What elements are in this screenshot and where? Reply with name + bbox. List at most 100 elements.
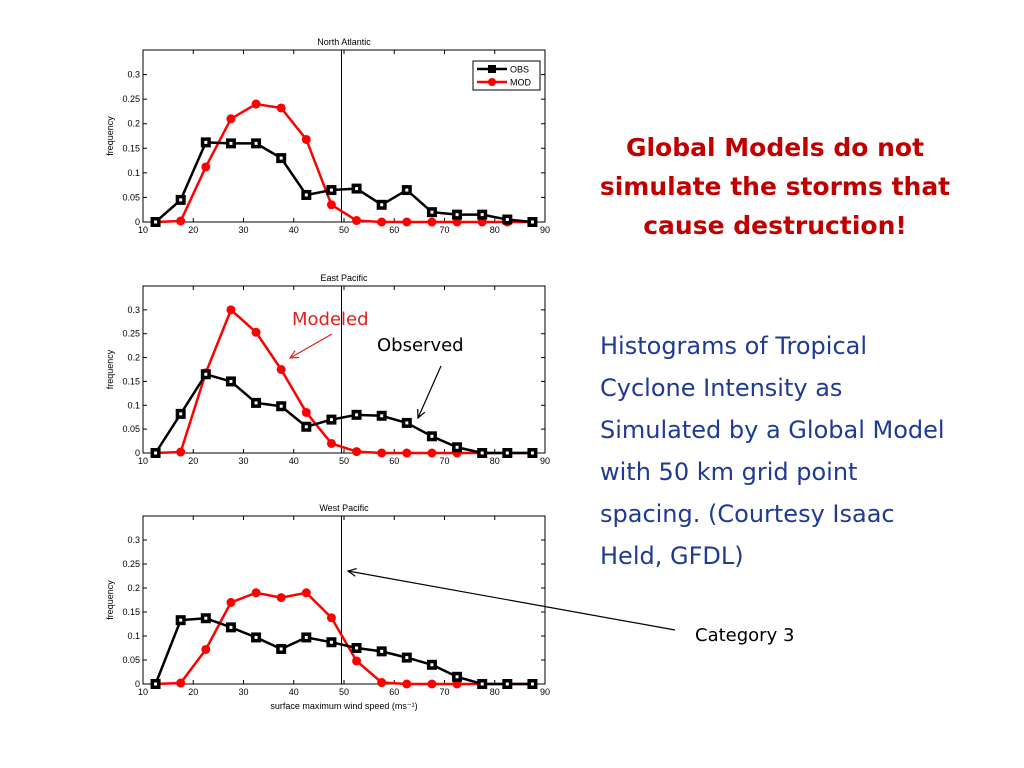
- mod-point: [377, 217, 387, 227]
- x-tick-label: 30: [238, 687, 248, 697]
- y-tick-label: 0.1: [127, 400, 140, 410]
- mod-point: [352, 216, 362, 226]
- y-tick-label: 0.05: [122, 655, 140, 665]
- x-tick-label: 70: [439, 225, 449, 235]
- mod-point: [201, 162, 211, 172]
- y-tick-label: 0.15: [122, 607, 140, 617]
- y-tick-label: 0.05: [122, 424, 140, 434]
- y-axis-label: frequency: [105, 580, 115, 620]
- obs-point-center: [380, 203, 384, 207]
- x-axis-label: surface maximum wind speed (ms⁻¹): [270, 701, 417, 711]
- x-tick-label: 90: [540, 225, 550, 235]
- obs-series-line: [154, 141, 533, 224]
- mod-point: [352, 656, 362, 666]
- chart-2: West Pacific 0 0.05 0.1 0.15 0.2 0.25 0.3 10 20 30…: [105, 503, 550, 711]
- mod-point: [402, 679, 412, 689]
- x-tick-label: 10: [138, 225, 148, 235]
- obs-point-center: [405, 421, 409, 425]
- obs-point-center: [329, 418, 333, 422]
- obs-point-center: [154, 451, 158, 455]
- mod-point: [326, 438, 336, 448]
- mod-point: [276, 103, 286, 113]
- mod-point: [226, 305, 236, 315]
- mod-point: [176, 678, 186, 688]
- mod-point: [377, 448, 387, 458]
- chart-0: North Atlantic 0 0.05 0.1 0.15 0.2 0.25 0.3 10 20…: [105, 37, 550, 235]
- mod-point: [301, 407, 311, 417]
- obs-point-center: [154, 220, 158, 224]
- observed-arrow: [417, 365, 442, 420]
- obs-series-line: [154, 616, 533, 686]
- y-tick-label: 0.2: [127, 119, 140, 129]
- obs-point-center: [530, 682, 534, 686]
- mod-point: [452, 217, 462, 227]
- mod-point: [477, 217, 487, 227]
- obs-point-center: [204, 616, 208, 620]
- obs-point-center: [480, 213, 484, 217]
- mod-point: [251, 588, 261, 598]
- mod-point: [402, 217, 412, 227]
- x-tick-label: 10: [138, 687, 148, 697]
- x-tick-label: 50: [339, 456, 349, 466]
- obs-point-center: [430, 210, 434, 214]
- obs-point-center: [430, 663, 434, 667]
- y-tick-label: 0.05: [122, 192, 140, 202]
- obs-point-center: [229, 625, 233, 629]
- mod-point: [402, 448, 412, 458]
- obs-point-center: [179, 198, 183, 202]
- obs-point-center: [405, 656, 409, 660]
- obs-point-center: [355, 413, 359, 417]
- obs-point-center: [505, 218, 509, 222]
- x-tick-label: 50: [339, 225, 349, 235]
- obs-point-center: [254, 401, 258, 405]
- mod-point: [276, 365, 286, 374]
- x-tick-label: 30: [238, 456, 248, 466]
- obs-point-center: [480, 682, 484, 686]
- obs-point-center: [505, 451, 509, 455]
- y-tick-label: 0.25: [122, 559, 140, 569]
- obs-point-center: [229, 379, 233, 383]
- obs-point-center: [455, 213, 459, 217]
- obs-point-center: [530, 220, 534, 224]
- obs-point-center: [505, 682, 509, 686]
- obs-point-center: [430, 434, 434, 438]
- y-tick-label: 0.3: [127, 535, 140, 545]
- obs-point-center: [304, 193, 308, 197]
- obs-point-center: [254, 141, 258, 145]
- observed-arrow-head: [417, 408, 426, 420]
- x-tick-label: 60: [389, 687, 399, 697]
- modeled-callout: Modeled: [292, 309, 369, 330]
- obs-point-center: [279, 647, 283, 651]
- obs-point-center: [455, 675, 459, 679]
- x-tick-label: 80: [490, 225, 500, 235]
- observed-arrow-shaft: [417, 365, 442, 419]
- obs-point-center: [254, 635, 258, 639]
- mod-point: [176, 447, 186, 457]
- obs-point-center: [380, 414, 384, 418]
- mod-point: [427, 217, 437, 227]
- obs-point-center: [304, 635, 308, 639]
- y-tick-label: 0.1: [127, 168, 140, 178]
- category-3-arrow: [346, 568, 676, 631]
- obs-point-center: [154, 682, 158, 686]
- obs-point-center: [279, 156, 283, 160]
- category-3-callout: Category 3: [695, 625, 795, 646]
- y-tick-label: 0.2: [127, 353, 140, 363]
- chart-title: West Pacific: [319, 503, 369, 513]
- y-tick-label: 0.2: [127, 583, 140, 593]
- category-3-arrow-head: [346, 568, 357, 577]
- x-tick-label: 40: [289, 687, 299, 697]
- y-tick-label: 0.25: [122, 94, 140, 104]
- x-tick-label: 60: [389, 456, 399, 466]
- obs-point-center: [329, 188, 333, 192]
- modeled-arrow-shaft: [289, 333, 333, 359]
- x-tick-label: 40: [289, 225, 299, 235]
- mod-point: [301, 134, 311, 144]
- x-tick-label: 70: [439, 456, 449, 466]
- mod-point: [201, 644, 211, 654]
- y-axis-label: frequency: [105, 349, 115, 389]
- mod-point: [326, 613, 336, 623]
- obs-point-center: [304, 425, 308, 429]
- mod-point: [326, 200, 336, 210]
- chart-1: East Pacific 0 0.05 0.1 0.15 0.2 0.25 0.3 10 20 30…: [105, 273, 550, 466]
